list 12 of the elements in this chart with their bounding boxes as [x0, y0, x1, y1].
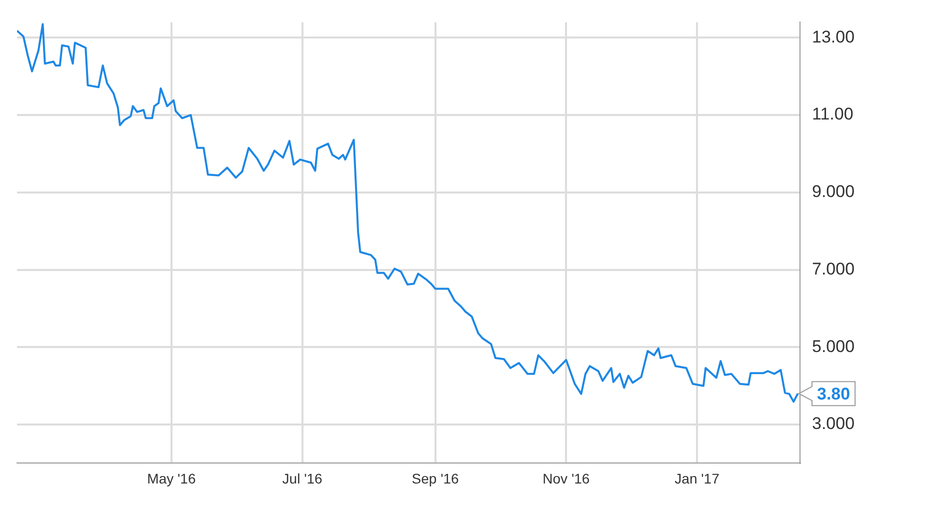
annotation: 3.80 — [817, 384, 850, 404]
y-tick-label: 3.000 — [812, 414, 855, 434]
x-tick-label: Jul '16 — [282, 470, 323, 486]
y-tick-label: 5.000 — [812, 336, 855, 356]
y-tick-label: 7.000 — [812, 259, 855, 278]
y-tick-label: 11.00 — [812, 104, 854, 124]
x-tick-label: Nov '16 — [542, 470, 590, 486]
x-tick-label: Jan '17 — [674, 470, 720, 486]
x-tick-label: Sep '16 — [412, 470, 460, 486]
y-tick-label: 13.00 — [812, 27, 855, 46]
x-tick-label: May '16 — [147, 470, 196, 486]
y-tick-label: 9.000 — [812, 182, 855, 202]
